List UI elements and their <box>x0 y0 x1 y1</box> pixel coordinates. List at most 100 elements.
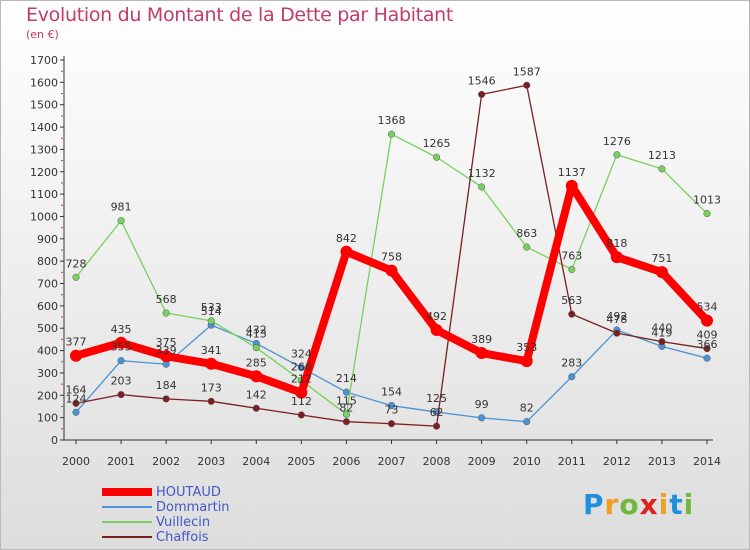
x-tick-label: 2001 <box>107 455 135 468</box>
data-point <box>252 404 260 412</box>
proxiti-logo: Proxiti <box>583 488 694 521</box>
data-label: 751 <box>651 252 672 265</box>
data-point <box>433 153 441 161</box>
y-tick-label: 400 <box>37 345 58 358</box>
data-point <box>162 395 170 403</box>
data-point <box>342 418 350 426</box>
data-label: 124 <box>66 392 87 405</box>
data-point <box>475 347 488 360</box>
data-label: 341 <box>201 344 222 357</box>
axes: 0 100 200 300 400 500 600 700 800 900 1000 1100 1200… <box>30 54 721 468</box>
data-point <box>297 411 305 419</box>
data-labels: 377 435 375 341 285 212 842 758 492 389 353 1137 818… <box>66 65 722 419</box>
x-tick-label: 2009 <box>468 455 496 468</box>
x-tick-label: 2012 <box>603 455 631 468</box>
y-tick-label: 900 <box>37 233 58 246</box>
x-tick-label: 2010 <box>513 455 541 468</box>
data-point <box>613 329 621 337</box>
legend-label: Chaffois <box>156 530 209 545</box>
data-label: 568 <box>156 293 177 306</box>
y-tick-label: 500 <box>37 322 58 335</box>
y-tick-label: 1600 <box>30 76 58 89</box>
logo-letter: P <box>583 488 605 521</box>
data-label: 533 <box>201 301 222 314</box>
data-point <box>703 354 711 362</box>
data-point <box>252 344 260 352</box>
data-point <box>523 418 531 426</box>
data-point <box>342 410 350 418</box>
data-label: 728 <box>66 257 87 270</box>
data-label: 842 <box>336 232 357 245</box>
data-point <box>297 364 305 372</box>
x-tick-label: 2007 <box>378 455 406 468</box>
series-houtaud <box>70 179 713 399</box>
data-point <box>433 422 441 430</box>
data-label: 1276 <box>603 135 631 148</box>
chart-subtitle: (en €) <box>26 28 59 41</box>
data-point <box>613 151 621 159</box>
data-label: 115 <box>336 394 357 407</box>
logo-letter: x <box>639 488 659 521</box>
y-tick-label: 1700 <box>30 54 58 67</box>
logo-letter: o <box>619 488 640 521</box>
data-point <box>387 130 396 138</box>
data-label: 355 <box>111 341 132 354</box>
data-label: 1265 <box>423 137 451 150</box>
y-tick-label: 800 <box>37 255 58 268</box>
data-label: 478 <box>606 313 627 326</box>
data-point <box>568 310 576 318</box>
data-point <box>117 217 125 225</box>
data-label: 266 <box>291 361 312 374</box>
data-label: 419 <box>651 326 672 339</box>
data-label: 440 <box>651 322 672 335</box>
data-label: 203 <box>111 375 132 388</box>
data-label: 377 <box>66 336 87 349</box>
data-point <box>655 266 668 279</box>
data-point <box>295 386 308 399</box>
data-label: 142 <box>246 388 267 401</box>
data-label: 1132 <box>468 167 496 180</box>
data-point <box>385 264 398 277</box>
data-point <box>160 350 173 363</box>
data-point <box>72 399 80 407</box>
data-point <box>387 402 396 410</box>
data-label: 62 <box>430 406 444 419</box>
data-label: 389 <box>471 333 492 346</box>
data-point <box>162 309 170 317</box>
data-label: 212 <box>291 373 312 386</box>
data-label: 763 <box>561 249 582 262</box>
data-label: 432 <box>246 323 267 336</box>
data-label: 1013 <box>693 194 721 207</box>
data-label: 324 <box>291 348 312 361</box>
data-label: 339 <box>156 344 177 357</box>
logo-letter: i <box>683 488 695 521</box>
data-point <box>207 317 215 325</box>
series-chaffois <box>72 81 711 430</box>
data-label: 981 <box>111 201 132 214</box>
data-label: 492 <box>606 310 627 323</box>
data-point <box>340 245 353 258</box>
series-line <box>74 181 710 397</box>
data-label: 534 <box>697 301 718 314</box>
data-label: 353 <box>516 341 537 354</box>
data-point <box>658 338 666 346</box>
data-label: 1368 <box>378 114 406 127</box>
data-label: 758 <box>381 251 402 264</box>
data-point <box>387 420 396 428</box>
data-label: 818 <box>606 237 627 250</box>
data-label: 173 <box>201 381 222 394</box>
legend-swatch <box>102 536 152 538</box>
data-point <box>520 355 533 368</box>
y-tick-label: 200 <box>37 389 58 402</box>
data-label: 112 <box>291 395 312 408</box>
data-point <box>117 391 125 399</box>
x-tick-label: 2004 <box>242 455 270 468</box>
y-tick-label: 1300 <box>30 143 58 156</box>
legend-label: Vuillecin <box>156 515 211 530</box>
logo-letter: r <box>604 488 620 521</box>
y-tick-label: 700 <box>37 278 58 291</box>
data-label: 283 <box>561 357 582 370</box>
legend-swatch <box>102 506 152 508</box>
x-tick-label: 2003 <box>197 455 225 468</box>
